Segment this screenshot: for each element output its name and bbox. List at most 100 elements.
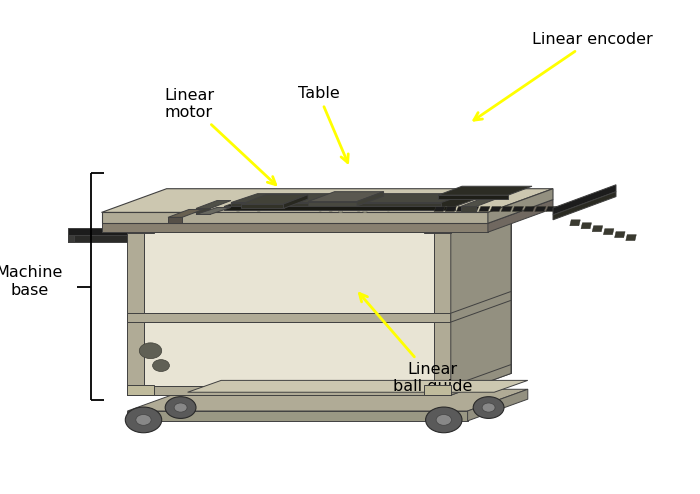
Polygon shape [196, 201, 231, 208]
Polygon shape [68, 228, 127, 235]
Polygon shape [570, 220, 580, 226]
Polygon shape [535, 206, 546, 211]
Polygon shape [468, 206, 479, 211]
Polygon shape [501, 206, 512, 211]
Circle shape [257, 208, 261, 211]
Circle shape [379, 203, 384, 206]
Circle shape [297, 207, 301, 210]
Text: Machine
base: Machine base [0, 265, 63, 298]
Circle shape [436, 414, 452, 425]
Polygon shape [241, 195, 308, 204]
Circle shape [352, 202, 356, 205]
Polygon shape [188, 380, 528, 392]
Polygon shape [127, 223, 144, 395]
Circle shape [388, 203, 392, 206]
Polygon shape [231, 203, 441, 206]
Circle shape [423, 199, 427, 202]
Polygon shape [224, 197, 483, 206]
Circle shape [386, 208, 391, 211]
Polygon shape [127, 202, 511, 232]
Polygon shape [488, 200, 553, 232]
Polygon shape [553, 185, 616, 215]
Circle shape [473, 397, 504, 418]
Text: Linear encoder: Linear encoder [474, 32, 652, 120]
Polygon shape [468, 389, 528, 421]
Circle shape [365, 205, 370, 207]
Circle shape [236, 208, 240, 211]
Polygon shape [102, 212, 488, 223]
Text: Linear
ball guide: Linear ball guide [360, 293, 472, 394]
Polygon shape [127, 313, 451, 322]
Polygon shape [308, 192, 384, 202]
Circle shape [482, 403, 495, 412]
Polygon shape [456, 206, 468, 211]
Polygon shape [127, 223, 154, 233]
Polygon shape [127, 411, 468, 421]
Polygon shape [451, 202, 511, 395]
Circle shape [358, 204, 362, 206]
Polygon shape [224, 206, 455, 210]
Circle shape [378, 204, 382, 207]
Text: Table: Table [298, 86, 348, 163]
Circle shape [318, 208, 322, 211]
Circle shape [340, 205, 344, 207]
Circle shape [339, 210, 343, 213]
Polygon shape [127, 389, 528, 411]
Polygon shape [615, 232, 625, 238]
Polygon shape [501, 202, 511, 373]
Polygon shape [512, 206, 524, 211]
Polygon shape [241, 204, 284, 208]
Polygon shape [144, 322, 434, 386]
Circle shape [426, 407, 462, 433]
Polygon shape [603, 229, 614, 235]
Polygon shape [488, 189, 553, 223]
Polygon shape [451, 365, 511, 395]
Circle shape [356, 208, 360, 211]
Polygon shape [196, 207, 231, 214]
Circle shape [363, 210, 367, 213]
Polygon shape [357, 192, 384, 206]
Polygon shape [284, 195, 308, 208]
Polygon shape [168, 217, 182, 223]
Polygon shape [434, 223, 451, 395]
Polygon shape [592, 226, 603, 232]
Polygon shape [102, 223, 488, 232]
Polygon shape [546, 206, 557, 211]
Polygon shape [127, 386, 451, 395]
Text: Linear
motor: Linear motor [164, 87, 276, 185]
Polygon shape [451, 300, 501, 386]
Polygon shape [451, 202, 511, 232]
Polygon shape [438, 195, 508, 199]
Polygon shape [102, 189, 553, 212]
Polygon shape [438, 186, 532, 195]
Polygon shape [451, 291, 511, 322]
Polygon shape [140, 313, 199, 386]
Polygon shape [144, 232, 434, 313]
Polygon shape [581, 223, 592, 229]
Polygon shape [553, 192, 616, 220]
Circle shape [153, 360, 169, 371]
Circle shape [361, 207, 365, 210]
Circle shape [125, 407, 162, 433]
Polygon shape [424, 385, 451, 395]
Polygon shape [424, 223, 451, 233]
Polygon shape [434, 206, 445, 211]
Polygon shape [524, 206, 535, 211]
Circle shape [174, 403, 187, 412]
Circle shape [139, 343, 162, 359]
Polygon shape [557, 206, 568, 211]
Polygon shape [140, 223, 199, 313]
Polygon shape [196, 208, 210, 214]
Polygon shape [127, 223, 451, 232]
Polygon shape [68, 235, 127, 242]
Polygon shape [308, 202, 357, 206]
Circle shape [165, 397, 196, 418]
Circle shape [136, 414, 151, 425]
Polygon shape [127, 385, 154, 395]
Polygon shape [451, 210, 501, 291]
Polygon shape [231, 194, 468, 203]
Circle shape [321, 205, 326, 208]
Polygon shape [461, 206, 476, 212]
Circle shape [328, 208, 332, 211]
Polygon shape [490, 206, 501, 211]
